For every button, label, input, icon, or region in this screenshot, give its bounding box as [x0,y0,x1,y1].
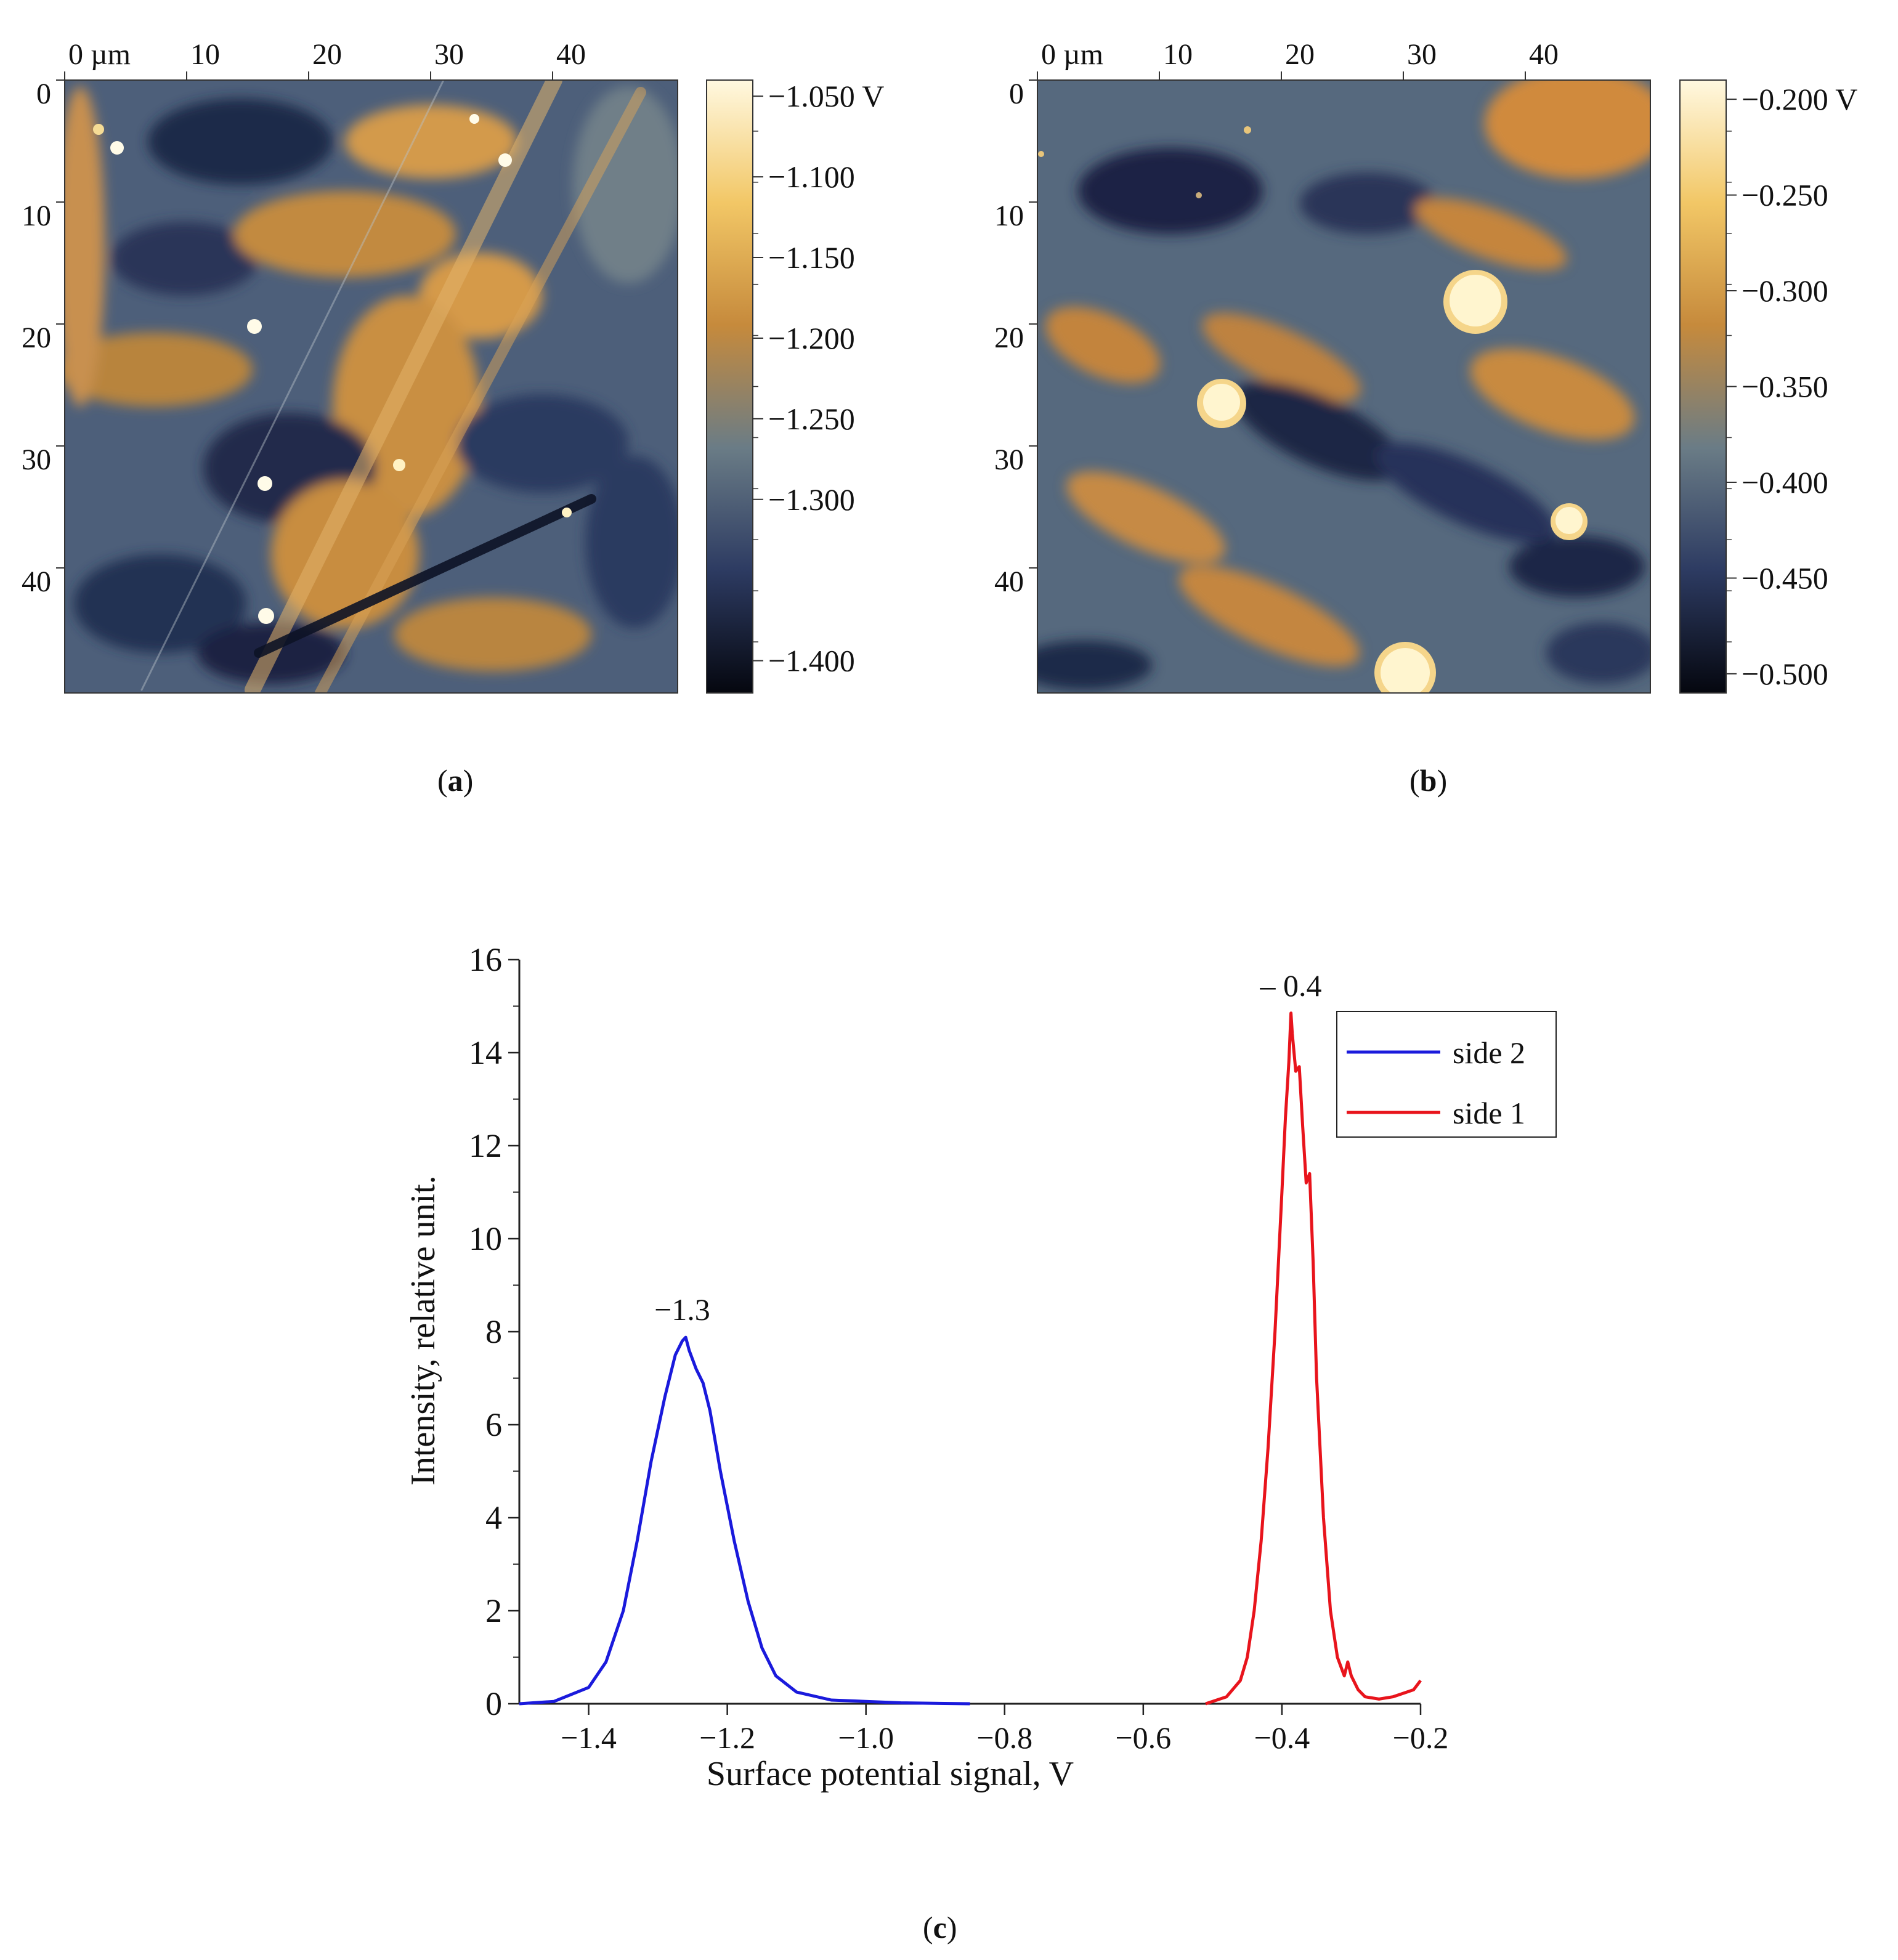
panel-b-colorbar-tick-label: −0.250 [1742,178,1828,213]
peak-annotation: −1.3 [654,1292,710,1327]
x-tick-label: −0.6 [1115,1720,1171,1755]
panel-a-y-tick-label: 0 [36,78,51,110]
panel-a-texture [65,86,678,684]
legend-box [1336,1011,1557,1138]
panel-a-x-tick-label: 0 µm [68,38,131,71]
panel-b-y-tick-label: 0 [1009,78,1024,110]
peak-annotation: – 0.4 [1260,968,1322,1003]
x-axis-label: Surface potential signal, V [707,1755,1074,1793]
panel-a-x-tick-label: 10 [190,38,220,71]
caption-c: (c) [923,1910,957,1945]
x-tick-label: −0.4 [1254,1720,1310,1755]
x-tick-label: −1.4 [561,1720,617,1755]
panel-a-map [65,80,678,693]
legend-label-side-2: side 2 [1453,1035,1525,1070]
panel-b-y-tick-label: 30 [994,443,1024,476]
panel-a-y-tick-label: 20 [22,322,51,354]
panel-a-colorbar-tick-label: −1.400 [768,644,855,678]
y-tick-label: 2 [485,1592,502,1629]
chart-annotations: −1.3 – 0.4 [654,968,1321,1327]
panel-a-y-tick-label: 30 [22,443,51,476]
panel-b-y-axis: 0 10 20 30 40 [994,78,1037,598]
panel-a-colorbar-tick-label: −1.100 [768,160,855,194]
y-tick-label: 16 [469,941,502,978]
panel-b-colorbar-tick-label: −0.450 [1742,561,1828,595]
caption-a: (a) [437,763,474,798]
y-tick-label: 0 [485,1685,502,1722]
panel-a-x-axis: 0 µm 10 20 30 40 [64,38,586,80]
panel-b-colorbar-ticks: −0.200 V −0.250 −0.300 −0.350 −0.400 −0.450 −0… [1726,82,1857,691]
panel-b-colorbar [1679,79,1727,694]
y-tick-label: 6 [485,1406,502,1443]
panel-b-x-tick-label: 30 [1407,38,1437,71]
y-tick-label: 8 [485,1313,502,1350]
chart-series [519,1011,1422,1706]
panel-a-y-axis: 0 10 20 30 40 [22,78,65,598]
panel-b-x-axis: 0 µm 10 20 30 40 [1037,38,1559,80]
panel-a-colorbar [706,79,753,694]
y-tick-label: 12 [469,1127,502,1164]
panel-a-scratches [140,80,646,693]
panel-a-x-tick-label: 40 [556,38,586,71]
panel-b-colorbar-tick-label: −0.350 [1742,370,1828,404]
panel-a-y-tick-label: 40 [22,565,51,598]
panel-b-colorbar-tick-label: −0.400 [1742,465,1828,500]
panel-a-frame [64,79,678,694]
panel-b-x-tick-label: 40 [1529,38,1559,71]
panel-a-y-tick-label: 10 [22,200,51,232]
x-tick-label: −0.8 [976,1720,1032,1755]
x-tick-label: −1.0 [838,1720,894,1755]
panel-b-y-tick-label: 40 [994,565,1024,598]
panel-b-colorbar-tick-label: −0.300 [1742,273,1828,308]
panel-b-colorbar-tick-label: −0.200 V [1742,82,1857,116]
panel-a-colorbar-tick-label: −1.150 [768,240,855,275]
panel-b-map [1037,80,1650,693]
panel-a-colorbar-tick-label: −1.200 [768,321,855,355]
panel-a-colorbar-tick-label: −1.250 [768,402,855,436]
panel-b-texture [1037,80,1650,690]
panel-a-colorbar-ticks: −1.050 V −1.100 −1.150 −1.200 −1.250 −1.300 −1… [753,79,884,678]
panel-a-colorbar-tick-label: −1.050 V [768,79,884,113]
y-axis-label: Intensity, relative unit. [404,1175,442,1485]
x-tick-label: −1.2 [699,1720,755,1755]
panel-a-x-tick-label: 20 [312,38,342,71]
series-line-side-2 [519,1335,970,1706]
caption-b: (b) [1409,763,1448,798]
panel-b-x-tick-label: 10 [1163,38,1193,71]
panel-b-x-tick-label: 20 [1285,38,1315,71]
panel-b-y-tick-label: 20 [994,322,1024,354]
series-line-side-1 [1205,1011,1422,1706]
panel-b-colorbar-tick-label: −0.500 [1742,657,1828,691]
y-tick-label: 14 [469,1034,502,1071]
chart-legend: side 2 side 1 [1336,1011,1557,1138]
y-tick-label: 10 [469,1220,502,1257]
panel-a-x-tick-label: 30 [434,38,464,71]
x-tick-label: −0.2 [1393,1720,1449,1755]
panel-b-frame [1037,79,1651,694]
panel-c-chart: −1.4 −1.2 −1.0 −0.8 −0.6 −0.4 −0.2 0 2 4 6 8 10 12 14 1… [404,941,1557,1793]
panel-b-y-tick-label: 10 [994,200,1024,232]
y-tick-label: 4 [485,1499,502,1536]
panel-b-x-tick-label: 0 µm [1041,38,1103,71]
panel-a-colorbar-tick-label: −1.300 [768,482,855,517]
panel-b-particles [1038,126,1588,693]
legend-label-side-1: side 1 [1453,1096,1525,1130]
panel-a-hotspots [93,114,572,624]
